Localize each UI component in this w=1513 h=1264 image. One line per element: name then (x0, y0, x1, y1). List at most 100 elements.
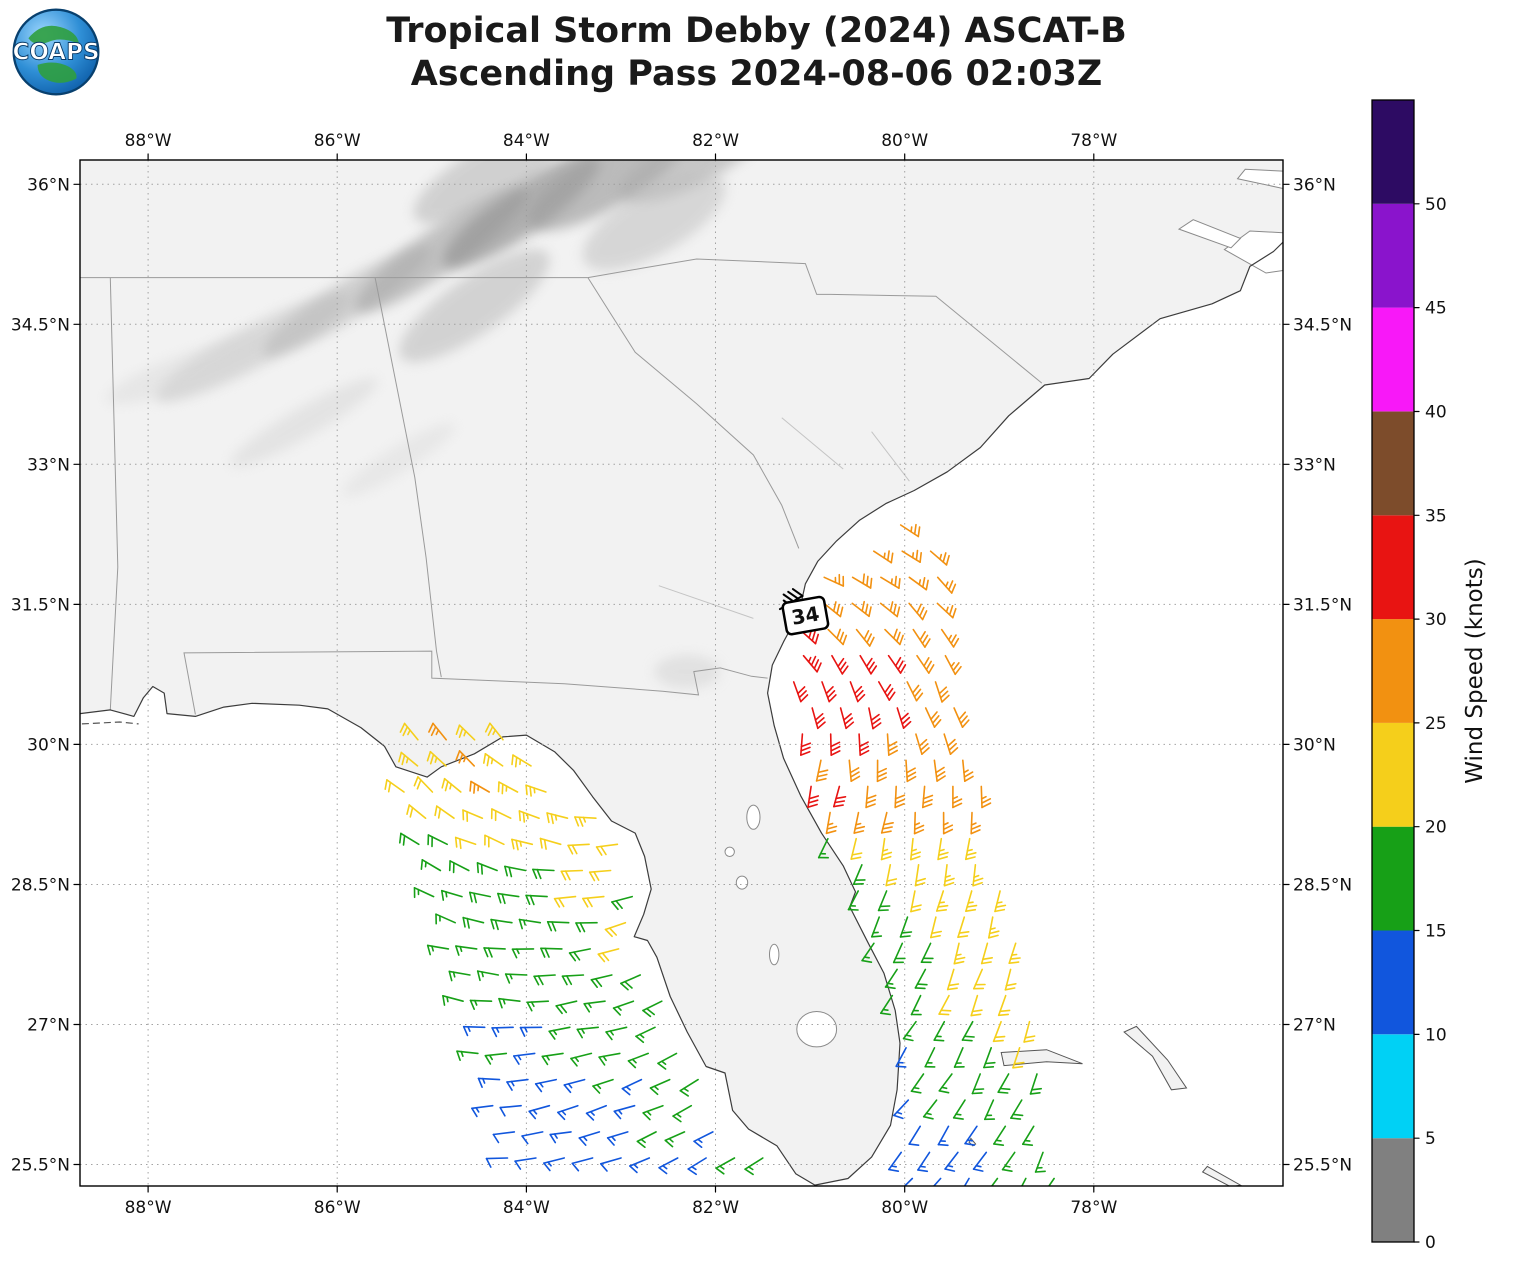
wind-barb (934, 681, 950, 703)
lon-tick-label-top: 82°W (692, 131, 739, 151)
wind-barb (972, 968, 986, 990)
wind-barb (491, 1026, 514, 1038)
wind-barb (568, 948, 592, 962)
wind-barb (914, 863, 927, 887)
coastline (80, 241, 1283, 1186)
wind-barb (886, 733, 899, 756)
wind-barb (899, 916, 913, 938)
lat-tick-label-left: 33°N (27, 455, 70, 475)
title-line-1: Tropical Storm Debby (2024) ASCAT-B (386, 11, 1127, 51)
wind-barb (440, 889, 463, 901)
logo-continent-shape (28, 25, 79, 44)
wind-barb (895, 1047, 907, 1068)
lat-tick-label-right: 25.5°N (1293, 1156, 1352, 1176)
wind-barb (811, 707, 826, 730)
lat-tick-label-right: 31.5°N (1293, 595, 1352, 615)
lake (769, 943, 780, 966)
wind-barb (484, 834, 505, 848)
lat-tick-label-left: 34.5°N (11, 315, 70, 335)
wind-barb (997, 1073, 1011, 1094)
wind-barb (546, 920, 570, 932)
wind-barb (879, 994, 894, 1016)
wind-barb (620, 974, 642, 991)
lon-tick-label-top: 78°W (1070, 131, 1117, 151)
colorbar-segment (1372, 722, 1414, 827)
colorbar-tick-label: 15 (1425, 922, 1447, 942)
wind-barb (896, 707, 912, 729)
wind-barb (885, 863, 898, 887)
wind-barb (940, 628, 960, 648)
wind-barb (908, 1125, 922, 1146)
wind-barb (1012, 1047, 1025, 1069)
wind-barb (952, 785, 963, 809)
wind-barb (832, 785, 847, 808)
terrain-relief (654, 654, 721, 689)
terrain-relief (105, 337, 267, 405)
wind-barb (913, 811, 925, 835)
wind-barb (961, 759, 974, 783)
wind-barb (484, 1052, 508, 1065)
colorbar-segment (1372, 203, 1414, 308)
wind-barb (922, 1099, 938, 1120)
wind-barb (807, 785, 820, 809)
wind-barb (799, 733, 812, 756)
wind-barb (511, 754, 532, 768)
wind-barb (880, 811, 894, 834)
wind-barb (994, 890, 1007, 913)
wind-barb (1004, 968, 1017, 991)
sound-water-body (1177, 219, 1242, 249)
wind-barb (426, 944, 450, 956)
wind-barb (606, 1131, 629, 1146)
wind-barb-field (384, 523, 1055, 1186)
wind-barb (540, 947, 563, 958)
wind-barb (490, 918, 513, 931)
wind-barb (664, 1131, 686, 1148)
wind-barb (511, 948, 535, 959)
lat-tick-label-left: 25.5°N (11, 1156, 70, 1176)
lon-tick-label-top: 88°W (125, 131, 172, 151)
wind-barb (829, 733, 841, 756)
map-layers: 34 (80, 160, 1283, 1186)
colorbar-frame (1371, 99, 1415, 1243)
wind-barb (802, 654, 822, 673)
state-border (183, 650, 768, 715)
wind-barb (598, 1052, 621, 1066)
state-border (109, 277, 119, 710)
wind-barb (427, 834, 449, 848)
wind-barb (435, 913, 457, 925)
wind-barb (476, 862, 498, 875)
wind-barb (525, 784, 547, 797)
wind-barb (613, 1104, 636, 1120)
wind-barb (590, 974, 613, 989)
wind-barb (398, 751, 419, 767)
wind-barb (454, 836, 477, 850)
wind-barb (888, 1151, 903, 1172)
wind-barb (384, 779, 405, 793)
wind-barb (575, 921, 598, 933)
wind-barb (582, 895, 605, 908)
state-border (374, 277, 442, 678)
wind-barb (910, 890, 922, 913)
wind-barb (953, 1047, 965, 1068)
wind-barb (526, 1000, 550, 1012)
wind-barb (1023, 1020, 1036, 1043)
wind-barb (884, 968, 898, 990)
colorbar-segment (1372, 619, 1414, 723)
colorbar-axis-label: Wind Speed (knots) (1462, 558, 1488, 783)
wind-barb (539, 837, 562, 850)
barrier-island (81, 721, 139, 725)
wind-barb (555, 1000, 578, 1015)
wind-barb (943, 733, 959, 756)
wind-barb (420, 858, 442, 872)
wind-barb (512, 1052, 536, 1065)
lat-tick-label-left: 31.5°N (11, 595, 70, 615)
wind-barb (519, 1026, 543, 1037)
wind-barb (908, 576, 929, 591)
wind-barb (471, 1104, 494, 1118)
wind-barb (831, 654, 849, 675)
wind-barb (910, 1073, 925, 1094)
wind-barb (563, 1078, 586, 1094)
colorbar-segment (1372, 1138, 1414, 1242)
wind-barb (578, 1131, 601, 1146)
